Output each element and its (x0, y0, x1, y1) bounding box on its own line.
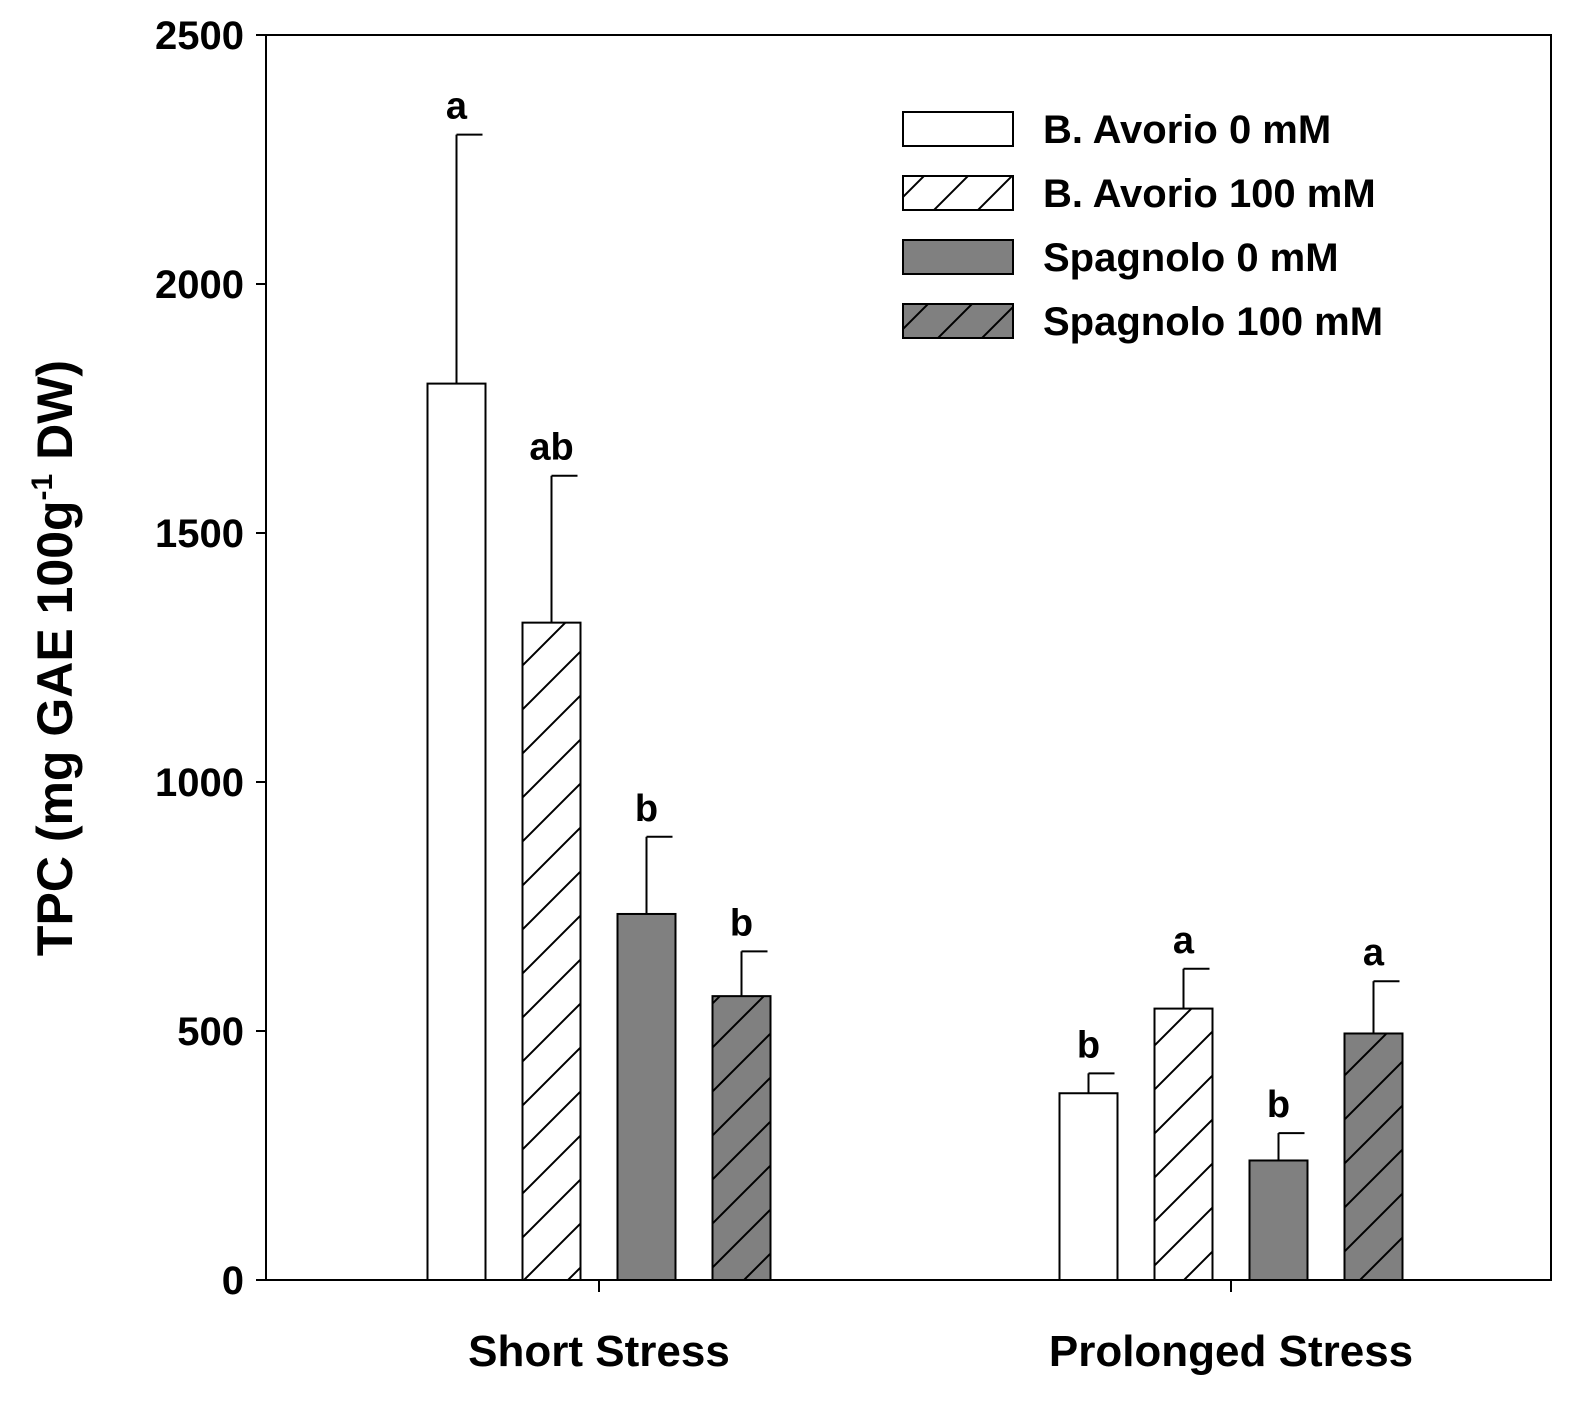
bar (521, 621, 582, 1281)
y-tick-label: 1000 (155, 761, 244, 805)
x-category-label: Short Stress (468, 1327, 730, 1376)
significance-letter: a (446, 86, 468, 128)
bar (1343, 1032, 1404, 1281)
y-axis-title-superscript: -1 (26, 474, 59, 501)
bar (1058, 1092, 1119, 1281)
legend-label: Spagnolo 0 mM (1043, 236, 1339, 280)
significance-letter: b (1077, 1024, 1100, 1066)
plot-frame (265, 34, 1552, 1281)
bar (1248, 1159, 1309, 1281)
legend-swatch (902, 111, 1014, 147)
significance-letter: a (1173, 920, 1195, 962)
y-tick-label: 2000 (155, 263, 244, 307)
y-tick-label: 0 (222, 1259, 244, 1303)
legend: B. Avorio 0 mM B. Avorio 100 mM Spagnolo 0… (902, 108, 1383, 344)
legend-swatch (902, 303, 1014, 339)
bar (616, 912, 677, 1281)
y-axis-title-tail: DW) (27, 360, 83, 474)
legend-label: B. Avorio 100 mM (1043, 172, 1376, 216)
legend-label: Spagnolo 100 mM (1043, 300, 1383, 344)
bar (711, 995, 772, 1281)
significance-letter: b (635, 788, 658, 830)
significance-letter: b (730, 902, 753, 944)
y-tick-label: 1500 (155, 512, 244, 556)
bar (426, 382, 487, 1282)
significance-letter: a (1363, 932, 1385, 974)
x-category-label: Prolonged Stress (1049, 1327, 1413, 1376)
legend-swatch (902, 239, 1014, 275)
legend-swatch (902, 175, 1014, 211)
y-axis-title-main: TPC (mg GAE 100g (27, 500, 83, 956)
significance-letter: ab (529, 427, 573, 469)
x-axis: Short Stress Prolonged Stress (468, 1280, 1413, 1376)
y-tick-label: 500 (177, 1010, 244, 1054)
y-axis: 0 500 1000 1500 2000 2500 (155, 14, 266, 1303)
y-axis-title: TPC (mg GAE 100g-1 DW) (26, 360, 83, 956)
y-tick-label: 2500 (155, 14, 244, 58)
bar (1153, 1007, 1214, 1282)
legend-label: B. Avorio 0 mM (1043, 108, 1331, 152)
significance-letter: b (1267, 1084, 1290, 1126)
